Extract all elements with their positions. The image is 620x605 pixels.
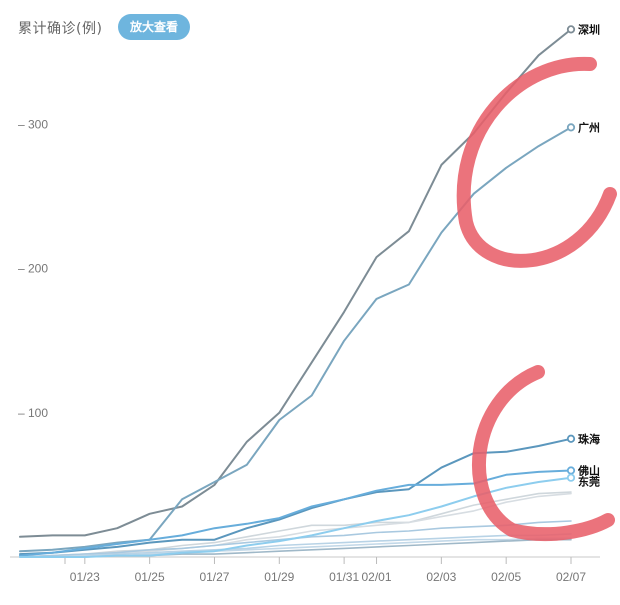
series-label: 广州 [578, 120, 600, 134]
x-tick-label: 02/01 [362, 570, 392, 584]
series-line-广州 [19, 126, 572, 553]
x-tick-label: 01/29 [264, 570, 294, 584]
annotation-stroke-bottom [472, 365, 615, 542]
series-label: 佛山 [577, 464, 600, 478]
series-endpoint-marker [566, 25, 576, 34]
y-tick-label: – 200 [18, 262, 48, 276]
series-endpoint-marker [566, 466, 576, 475]
series-label: 东莞 [578, 475, 600, 489]
series-label: 深圳 [578, 22, 600, 36]
series-endpoint-marker [566, 123, 576, 132]
series-label: 珠海 [578, 432, 600, 446]
annotation-stroke-top [456, 56, 617, 268]
series-endpoint-marker [566, 473, 576, 482]
series-endpoint-marker [566, 434, 576, 443]
y-tick-label: – 300 [18, 118, 48, 132]
zoom-button[interactable]: 放大查看 [118, 14, 191, 40]
x-tick-label: 01/27 [199, 570, 229, 584]
x-tick-label: 01/25 [135, 570, 165, 584]
y-tick-label: – 100 [18, 406, 48, 420]
x-tick-label: 02/07 [556, 570, 586, 584]
x-tick-label: 02/03 [426, 570, 456, 584]
x-tick-label: 01/23 [70, 570, 100, 584]
chart-title: 累计确诊(例) [18, 21, 103, 37]
series-line-unlabeled [19, 533, 572, 558]
x-tick-label: 01/31 [329, 570, 359, 584]
x-tick-label: 02/05 [491, 570, 521, 584]
series-line-unlabeled [19, 491, 572, 558]
